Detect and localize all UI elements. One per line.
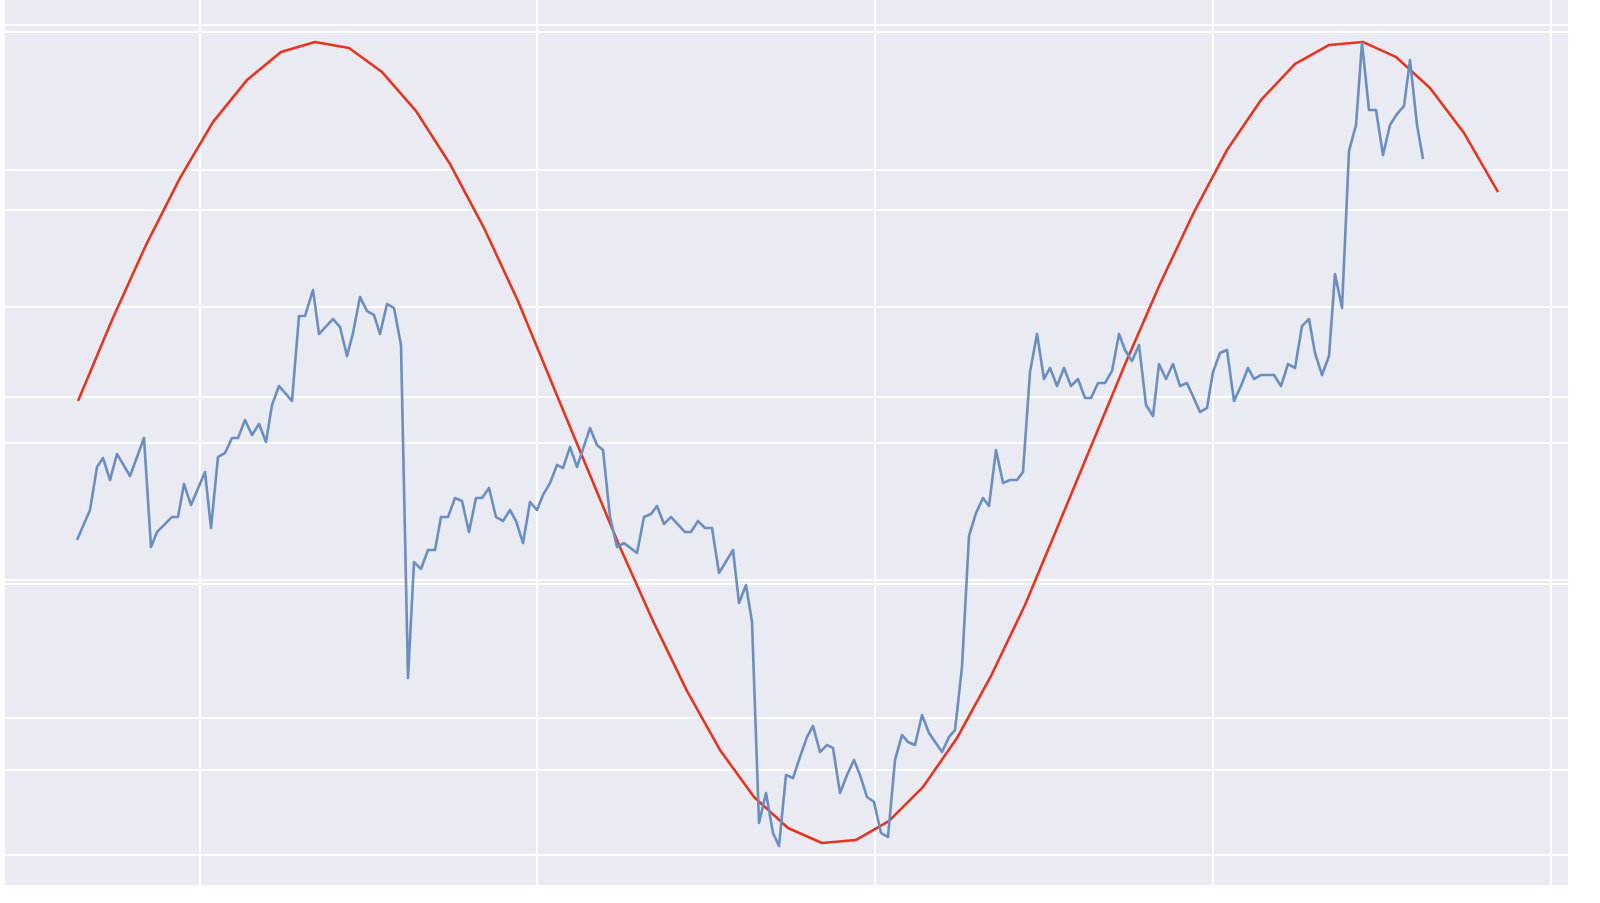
data-line xyxy=(76,40,1500,845)
data-line xyxy=(75,41,1425,848)
